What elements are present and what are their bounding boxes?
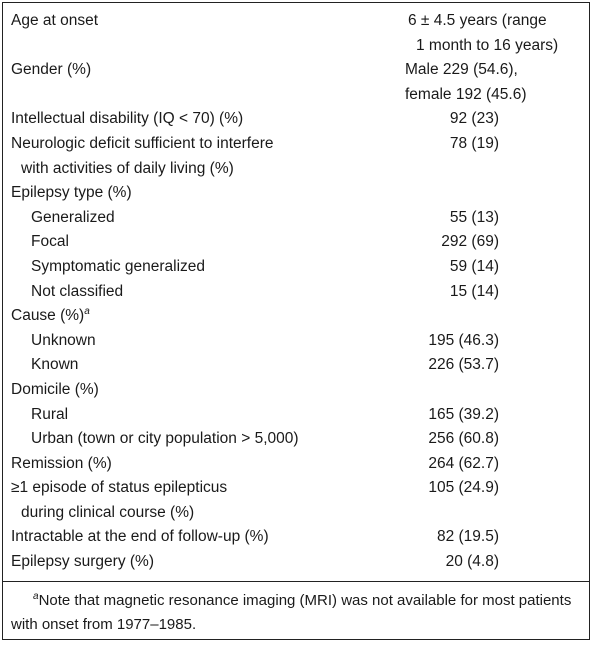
footnote-divider [3,581,589,582]
footnote-marker: a [84,305,90,317]
row-value: 78 (19) [449,134,499,152]
row-value: 20 (4.8) [445,553,499,571]
row-value: 165 (39.2) [428,405,499,423]
row-value: Male 229 (54.6), [405,61,518,79]
row-value: 195 (46.3) [428,331,499,349]
row-value: 226 (53.7) [428,356,499,374]
row-label: Epilepsy type (%) [11,184,132,202]
row-label: Age at onset [11,12,99,29]
table-row: Focal 292 (69) [3,230,589,255]
row-value: 55 (13) [449,208,499,226]
table-row: Epilepsy type (%) [3,181,589,206]
row-label: Symptomatic generalized [31,257,206,275]
row-label: Intellectual disability (IQ < 70) (%) [11,110,244,128]
row-label: Epilepsy surgery (%) [11,553,154,571]
table-row: Known 226 (53.7) [3,353,589,378]
row-value: 292 (69) [441,233,499,251]
row-value: 15 (14) [449,282,499,300]
row-value: 82 (19.5) [436,528,499,546]
row-label: Cause (%)a [11,305,90,325]
table-row: ≥1 episode of status epilepticus 105 (24.… [3,476,589,501]
table-frame: Age at onset 6 ± 4.5 years (range 1 month … [2,2,590,640]
row-label: Rural [31,405,69,423]
row-value: 264 (62.7) [428,454,499,472]
table-row: Intractable at the end of follow-up (%) 8… [3,525,589,550]
row-label: with activities of daily living (%) [21,159,234,177]
table-row: female 192 (45.6) [3,83,589,108]
row-label: Neurologic deficit sufficient to interfe… [11,134,274,152]
row-label: Domicile (%) [11,380,99,398]
row-label: Not classified [31,282,124,300]
row-value: 59 (14) [449,257,499,275]
data-table: Age at onset 6 ± 4.5 years (range 1 month … [3,9,589,575]
row-value: 92 (23) [449,110,499,128]
row-label: Focal [31,233,69,251]
table-row: with activities of daily living (%) [3,157,589,182]
table-row: 1 month to 16 years) [3,34,589,59]
row-value: 256 (60.8) [428,430,499,448]
table-row: during clinical course (%) [3,501,589,526]
row-label: Generalized [31,208,115,226]
footnote-text: Note that magnetic resonance imaging (MR… [11,592,572,633]
table-row: Neurologic deficit sufficient to interfe… [3,132,589,157]
row-label: Urban (town or city population > 5,000) [31,430,299,448]
row-value: 1 month to 16 years) [416,36,559,54]
row-label: Remission (%) [11,454,112,472]
footnote-marker: a [33,591,39,602]
table-row: Not classified 15 (14) [3,280,589,305]
row-label: Unknown [31,331,96,349]
table-row: Symptomatic generalized 59 (14) [3,255,589,280]
table-row: Gender (%) Male 229 (54.6), [3,58,589,83]
table-row: Domicile (%) [3,378,589,403]
row-label: ≥1 episode of status epilepticus [11,479,228,497]
row-value: 105 (24.9) [428,479,499,497]
table-row: Rural 165 (39.2) [3,403,589,428]
row-label: Gender (%) [11,61,92,79]
table-row: Intellectual disability (IQ < 70) (%) 92 … [3,107,589,132]
row-label: during clinical course (%) [21,503,195,521]
table-footnote: aNote that magnetic resonance imaging (M… [11,589,581,637]
row-value: 6 ± 4.5 years (range [408,12,547,29]
table-row: Epilepsy surgery (%) 20 (4.8) [3,550,589,575]
row-value: female 192 (45.6) [405,85,527,103]
table-row: Generalized 55 (13) [3,206,589,231]
table-row: Remission (%) 264 (62.7) [3,452,589,477]
table-row: Urban (town or city population > 5,000) 2… [3,427,589,452]
row-label: Intractable at the end of follow-up (%) [11,528,269,546]
row-label: Known [31,356,79,374]
table-row: Cause (%)a [3,304,589,329]
table-row: Unknown 195 (46.3) [3,329,589,354]
table-row: Age at onset 6 ± 4.5 years (range [3,9,589,34]
